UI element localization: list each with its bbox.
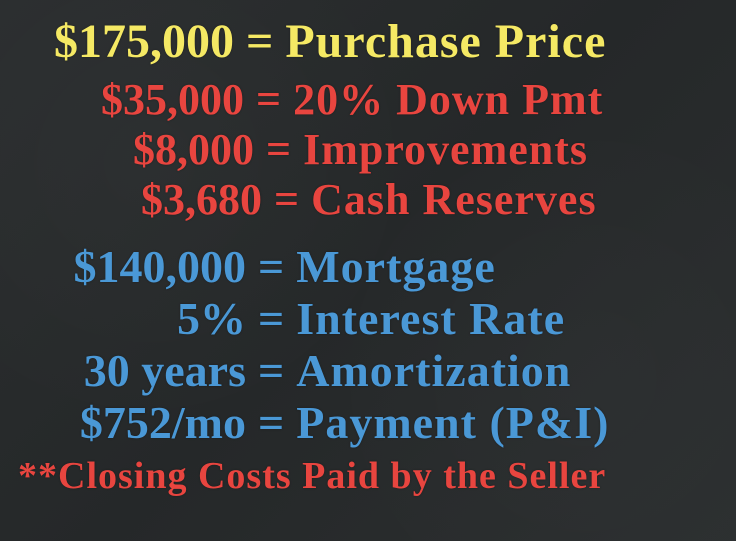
equals-sign: = [252,244,290,290]
line-item: $175,000=Purchase Price [0,18,736,66]
line-value: 5% [0,296,252,342]
equals-sign: = [252,400,290,446]
line-value: $752/mo [0,400,252,446]
line-value: $175,000 [0,18,240,66]
line-value: 30 years [0,348,252,394]
line-label: 20% Down Pmt [287,78,736,122]
equals-sign: = [268,178,305,222]
footnote: **Closing Costs Paid by the Seller [0,454,736,498]
equals-sign: = [250,78,287,122]
equals-sign: = [252,296,290,342]
line-value: $35,000 [0,78,250,122]
line-label: Payment (P&I) [290,400,736,446]
line-item: $752/mo=Payment (P&I) [0,400,736,446]
line-item: $3,680=Cash Reserves [0,178,736,222]
line-value: $8,000 [0,128,260,172]
line-item: $35,000=20% Down Pmt [0,78,736,122]
line-label: Amortization [290,348,736,394]
line-value: $3,680 [0,178,268,222]
equals-sign: = [240,18,279,66]
line-item: $140,000=Mortgage [0,244,736,290]
line-item: 5%=Interest Rate [0,296,736,342]
equals-sign: = [260,128,297,172]
chalkboard: $175,000=Purchase Price$35,000=20% Down … [0,18,736,446]
line-value: $140,000 [0,244,252,290]
line-label: Mortgage [290,244,736,290]
line-label: Interest Rate [290,296,736,342]
line-label: Cash Reserves [305,178,736,222]
equals-sign: = [252,348,290,394]
line-label: Purchase Price [279,18,736,66]
line-item: $8,000=Improvements [0,128,736,172]
line-item: 30 years=Amortization [0,348,736,394]
line-label: Improvements [297,128,736,172]
